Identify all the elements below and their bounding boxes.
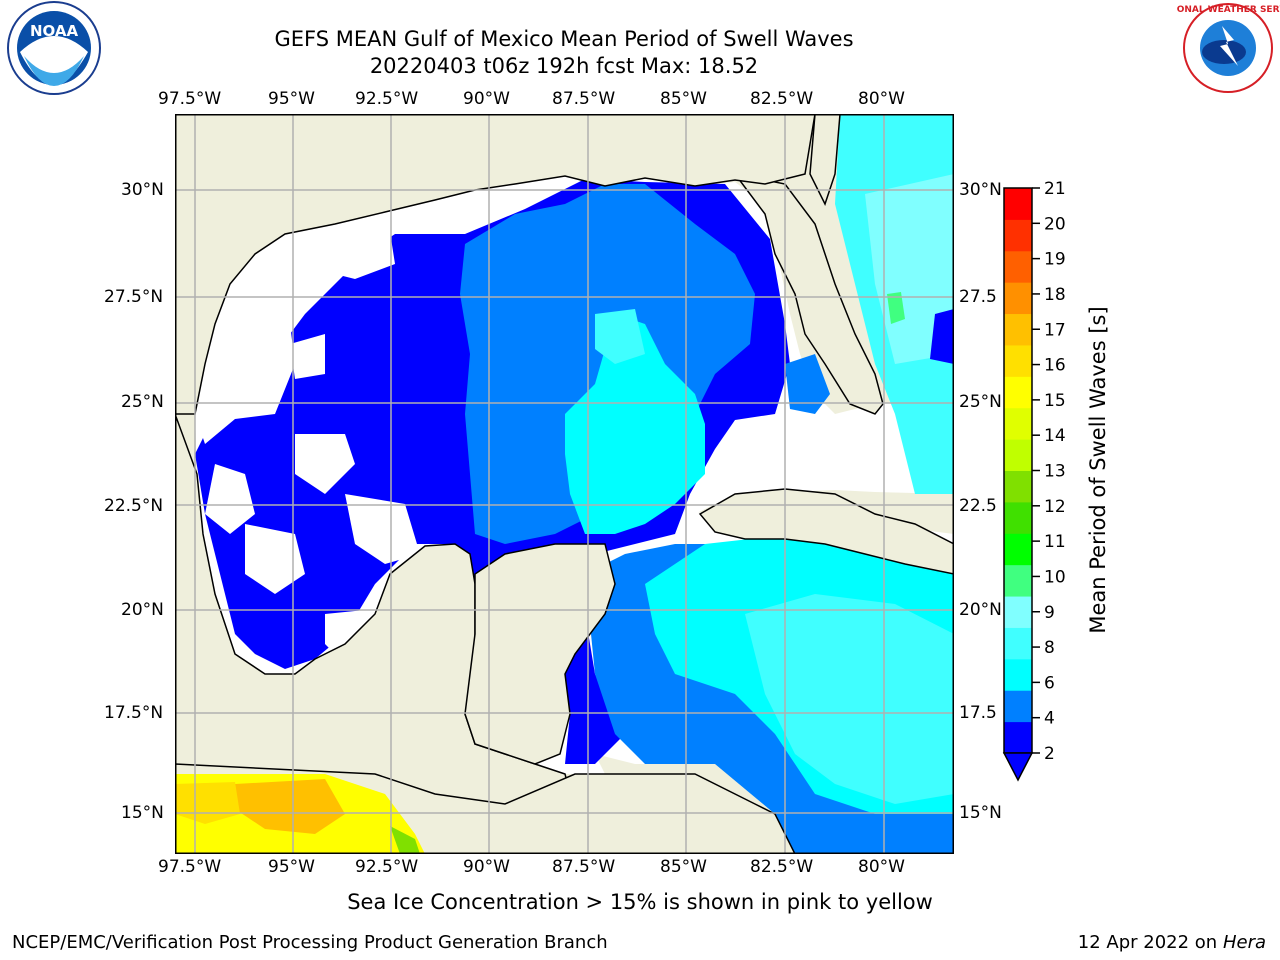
lon-tick-top: 82.5°W bbox=[750, 89, 814, 109]
colorbar-swatch bbox=[1004, 596, 1032, 628]
lat-tick-left: 22.5°N bbox=[104, 496, 164, 516]
colorbar-tick-label: 17 bbox=[1044, 320, 1066, 340]
colorbar-tick-label: 4 bbox=[1044, 709, 1055, 729]
colorbar-swatch bbox=[1004, 250, 1032, 283]
colorbar-tick-label: 8 bbox=[1044, 638, 1055, 658]
lat-tick-left: 15°N bbox=[121, 803, 164, 823]
colorbar-swatch bbox=[1004, 313, 1032, 346]
footer-host: Hera bbox=[1222, 932, 1266, 953]
colorbar-swatch bbox=[1004, 690, 1032, 723]
colorbar-tick-label: 21 bbox=[1044, 180, 1066, 199]
lon-tick-bottom: 90°W bbox=[463, 857, 510, 877]
map-plot bbox=[175, 114, 954, 854]
lon-tick-top: 97.5°W bbox=[158, 89, 222, 109]
colorbar-swatch bbox=[1004, 188, 1032, 220]
colorbar-swatch bbox=[1004, 470, 1032, 503]
florida-land bbox=[733, 172, 884, 415]
lon-tick-bottom: 95°W bbox=[268, 857, 315, 877]
colorbar-tick-label: 19 bbox=[1044, 250, 1066, 270]
colorbar-tick-label: 14 bbox=[1044, 426, 1066, 446]
colorbar-ticks: 21 20 19 18 17 16 15 14 13 12 11 10 9 8 6 4 2 bbox=[1032, 180, 1066, 764]
colorbar-tick-label: 13 bbox=[1044, 462, 1066, 482]
svg-text:NATIONAL WEATHER SERVICE: NATIONAL WEATHER SERVICE bbox=[1176, 5, 1280, 15]
lat-tick-right: 25°N bbox=[959, 392, 1002, 412]
lat-tick-right: 27.5 bbox=[959, 287, 997, 307]
colorbar-swatch bbox=[1004, 658, 1032, 691]
lon-tick-top: 95°W bbox=[268, 89, 315, 109]
colorbar-tick-label: 15 bbox=[1044, 391, 1066, 411]
colorbar-swatch bbox=[1004, 407, 1032, 440]
lat-tick-left: 25°N bbox=[121, 392, 164, 412]
lon-tick-bottom: 80°W bbox=[858, 857, 905, 877]
colorbar-swatch bbox=[1004, 344, 1032, 377]
lon-tick-top: 90°W bbox=[463, 89, 510, 109]
lon-tick-top: 80°W bbox=[858, 89, 905, 109]
lat-tick-right: 20°N bbox=[959, 600, 1002, 620]
lon-tick-bottom: 92.5°W bbox=[355, 857, 419, 877]
colorbar-swatch bbox=[1004, 282, 1032, 315]
colorbar-swatch bbox=[1004, 533, 1032, 566]
footer-date-text: 12 Apr 2022 on bbox=[1077, 932, 1223, 953]
chart-title: GEFS MEAN Gulf of Mexico Mean Period of … bbox=[274, 27, 854, 51]
colorbar-tick-label: 2 bbox=[1044, 744, 1055, 764]
graticule bbox=[175, 114, 954, 854]
lat-tick-right: 17.5 bbox=[959, 703, 997, 723]
noaa-logo: NOAA bbox=[7, 1, 101, 95]
cuba-land bbox=[698, 488, 954, 575]
colorbar-swatch bbox=[1004, 721, 1032, 754]
lat-tick-left: 20°N bbox=[121, 600, 164, 620]
us-gulf-coast-land bbox=[175, 114, 816, 415]
colorbar-swatch bbox=[1004, 627, 1032, 660]
lon-tick-top: 85°W bbox=[660, 89, 707, 109]
colorbar-swatch bbox=[1004, 376, 1032, 409]
yucatan-land bbox=[464, 543, 616, 765]
lon-tick-top: 87.5°W bbox=[552, 89, 616, 109]
lon-tick-bottom: 87.5°W bbox=[552, 857, 616, 877]
colorbar-swatches bbox=[1004, 188, 1032, 754]
lat-tick-right: 30°N bbox=[959, 180, 1002, 200]
colorbar-label: Mean Period of Swell Waves [s] bbox=[1086, 306, 1110, 634]
swell-6-8 bbox=[565, 314, 705, 534]
colorbar-extend-arrow bbox=[1002, 752, 1034, 782]
colorbar-tick-label: 10 bbox=[1044, 567, 1066, 587]
lat-tick-right: 15°N bbox=[959, 803, 1002, 823]
lon-tick-top: 92.5°W bbox=[355, 89, 419, 109]
colorbar-tick-label: 6 bbox=[1044, 673, 1055, 693]
colorbar-tick-label: 9 bbox=[1044, 603, 1055, 623]
nws-logo: NATIONAL WEATHER SERVICE bbox=[1176, 3, 1280, 93]
mexico-land bbox=[175, 413, 596, 854]
colorbar-swatch bbox=[1004, 564, 1032, 597]
chart-subtitle: 20220403 t06z 192h fcst Max: 18.52 bbox=[369, 54, 759, 78]
colorbar-tick-label: 12 bbox=[1044, 497, 1066, 517]
sea-ice-note: Sea Ice Concentration > 15% is shown in … bbox=[347, 890, 933, 914]
footer-credit: NCEP/EMC/Verification Post Processing Pr… bbox=[12, 932, 608, 953]
colorbar-tick-label: 18 bbox=[1044, 285, 1066, 305]
colorbar: 21 20 19 18 17 16 15 14 13 12 11 10 9 8 6 4 2 bbox=[1002, 180, 1066, 782]
colorbar-swatch bbox=[1004, 219, 1032, 252]
lon-tick-bottom: 97.5°W bbox=[158, 857, 222, 877]
lat-tick-left: 30°N bbox=[121, 180, 164, 200]
lon-tick-bottom: 85°W bbox=[660, 857, 707, 877]
colorbar-swatch bbox=[1004, 439, 1032, 471]
lon-tick-bottom: 82.5°W bbox=[750, 857, 814, 877]
svg-text:NOAA: NOAA bbox=[30, 22, 79, 40]
lat-tick-left: 27.5°N bbox=[104, 287, 164, 307]
footer-date: 12 Apr 2022 on Hera bbox=[1078, 932, 1266, 953]
lat-tick-right: 22.5 bbox=[959, 496, 997, 516]
lat-tick-left: 17.5°N bbox=[104, 703, 164, 723]
colorbar-swatch bbox=[1004, 501, 1032, 534]
colorbar-tick-label: 16 bbox=[1044, 356, 1066, 376]
colorbar-tick-label: 11 bbox=[1044, 532, 1066, 552]
colorbar-tick-label: 20 bbox=[1044, 214, 1066, 234]
